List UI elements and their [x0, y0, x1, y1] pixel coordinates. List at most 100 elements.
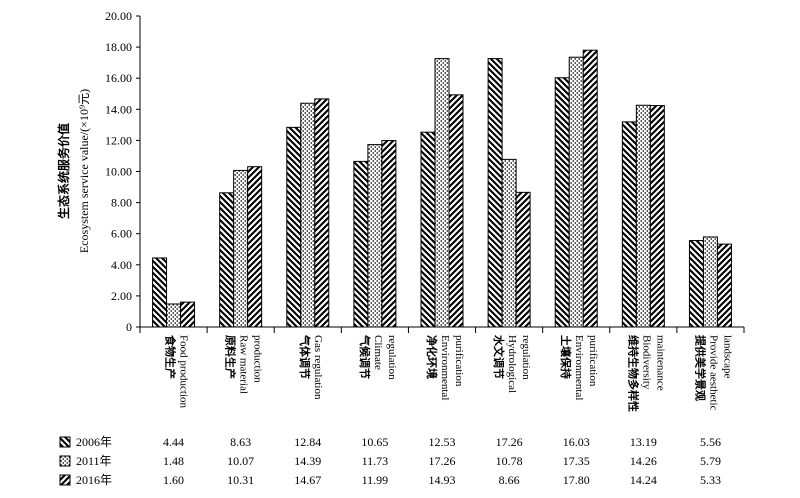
table-cell: 8.63: [230, 435, 251, 449]
category-label-en: Environmental: [439, 335, 451, 400]
table-cell: 11.73: [362, 454, 389, 468]
table-cell: 1.60: [163, 473, 184, 487]
legend-label: 2011年: [76, 454, 112, 468]
table-cell: 5.79: [700, 454, 721, 468]
legend-label: 2016年: [76, 473, 112, 487]
bar-2016年-4: [448, 94, 464, 328]
category-label-zh: 土壤保持: [559, 335, 573, 379]
bar-2011年-8: [702, 236, 718, 328]
y-tick-label: 16.00: [105, 71, 132, 85]
bar-2006年-4: [420, 131, 436, 328]
y-axis-title-zh: 生态系统服务价值: [56, 123, 71, 219]
category-label-en: Provide aesthetic: [707, 335, 719, 411]
bar-2016年-5: [515, 191, 531, 328]
bar-2006年-7: [621, 121, 637, 328]
bar-2006年-1: [219, 192, 235, 328]
bar-2011年-7: [635, 104, 651, 328]
category-label: 食物生产 Food production: [164, 335, 190, 409]
table-cell: 14.26: [630, 454, 657, 468]
y-tick-label: 12.00: [105, 133, 132, 147]
category-label-zh: 水文调节: [492, 335, 506, 379]
bar-2011年-0: [166, 303, 182, 328]
bar-2006年-8: [688, 240, 704, 328]
y-tick-label: 8.00: [111, 196, 132, 210]
bar-2011年-2: [300, 102, 316, 328]
table-cell: 14.24: [630, 473, 657, 487]
y-tick-label: 14.00: [105, 102, 132, 116]
category-label-en: Hydrological: [506, 335, 518, 393]
bar-2016年-3: [381, 140, 397, 328]
bar-2016年-8: [716, 243, 732, 328]
category-label: 提供美学景观 Provide aesthetic landscape: [693, 335, 733, 411]
table-cell: 8.66: [499, 473, 520, 487]
category-label-en: regulation: [386, 335, 398, 380]
category-label-en: maintenance: [654, 335, 666, 391]
bar-2011年-6: [568, 56, 584, 328]
category-label-zh: 原料生产: [224, 335, 238, 379]
y-axis-title-en: Ecosystem service value/(×10⁹元): [77, 89, 91, 253]
category-label: 净化环境 Environmental purification: [425, 335, 465, 400]
y-axis-title: 生态系统服务价值 Ecosystem service value/(×10⁹元): [56, 89, 91, 253]
table-cell: 1.48: [163, 454, 184, 468]
category-label-en: Gas regulation: [312, 335, 324, 400]
bar-2006年-0: [152, 257, 168, 328]
category-labels: 食物生产 Food production 原料生产 Raw material produ…: [164, 334, 734, 412]
category-label-en: Food production: [178, 335, 190, 409]
category-label-zh: 气候调节: [358, 334, 372, 379]
legend-label: 2006年: [76, 435, 112, 449]
table-cell: 5.56: [700, 435, 721, 449]
category-label-zh: 维持生物多样性: [626, 335, 640, 412]
y-tick-label: 10.00: [105, 165, 132, 179]
category-label-en: Climate: [372, 335, 384, 370]
bar-2011年-1: [233, 169, 249, 328]
category-label-zh: 净化环境: [425, 335, 439, 379]
category-label-zh: 食物生产: [164, 335, 178, 379]
category-label: 气候调节 Climate regulation: [358, 334, 398, 380]
table-cell: 17.26: [429, 454, 456, 468]
y-tick-label: 4.00: [111, 258, 132, 272]
category-label-en: Environmental: [573, 335, 585, 400]
category-label: 气体调节 Gas regulation: [298, 334, 324, 400]
category-label-en: landscape: [721, 335, 733, 378]
table-cell: 4.44: [163, 435, 184, 449]
table-cell: 14.93: [429, 473, 456, 487]
bar-2006年-5: [487, 58, 503, 328]
category-label: 水文调节 Hydrological regulation: [492, 335, 532, 393]
category-label-zh: 气体调节: [298, 334, 312, 379]
bar-2016年-2: [314, 98, 330, 328]
table-cell: 17.80: [563, 473, 590, 487]
bar-2016年-0: [180, 301, 196, 328]
category-label: 原料生产 Raw material production: [224, 335, 264, 394]
bar-2011年-3: [367, 144, 383, 328]
table-cell: 12.53: [429, 435, 456, 449]
legend-swatch-2006年: [59, 436, 71, 448]
bar-2006年-2: [286, 126, 302, 328]
category-label: 维持生物多样性 Biodiversity maintenance: [626, 335, 666, 412]
bar-2006年-6: [554, 77, 570, 328]
legend-swatch-2011年: [59, 455, 71, 467]
table-cell: 10.07: [227, 454, 254, 468]
category-label-en: purification: [453, 335, 465, 387]
category-label-en: production: [252, 335, 264, 383]
bar-2016年-6: [582, 49, 598, 328]
category-label-en: Biodiversity: [640, 335, 652, 390]
table-cell: 14.67: [294, 473, 321, 487]
table-cell: 14.39: [294, 454, 321, 468]
category-label-zh: 提供美学景观: [693, 335, 707, 401]
table-cell: 12.84: [294, 435, 321, 449]
y-axis: 0 2.00 4.00 6.00 8.00 10.00 12.00 14.00 16.00 18.…: [105, 9, 140, 334]
table-cell: 11.99: [362, 473, 389, 487]
category-label: 土壤保持 Environmental purification: [559, 335, 599, 400]
table-cell: 17.35: [563, 454, 590, 468]
bar-2006年-3: [353, 160, 369, 328]
category-label-en: purification: [587, 335, 599, 387]
table-cell: 17.26: [496, 435, 523, 449]
axes: [139, 16, 745, 333]
table-cell: 13.19: [630, 435, 657, 449]
category-label-en: Raw material: [238, 335, 250, 394]
bars-group: [152, 49, 732, 328]
bar-2016年-7: [649, 105, 665, 328]
bar-2011年-5: [501, 158, 517, 328]
category-label-en: regulation: [520, 335, 532, 380]
